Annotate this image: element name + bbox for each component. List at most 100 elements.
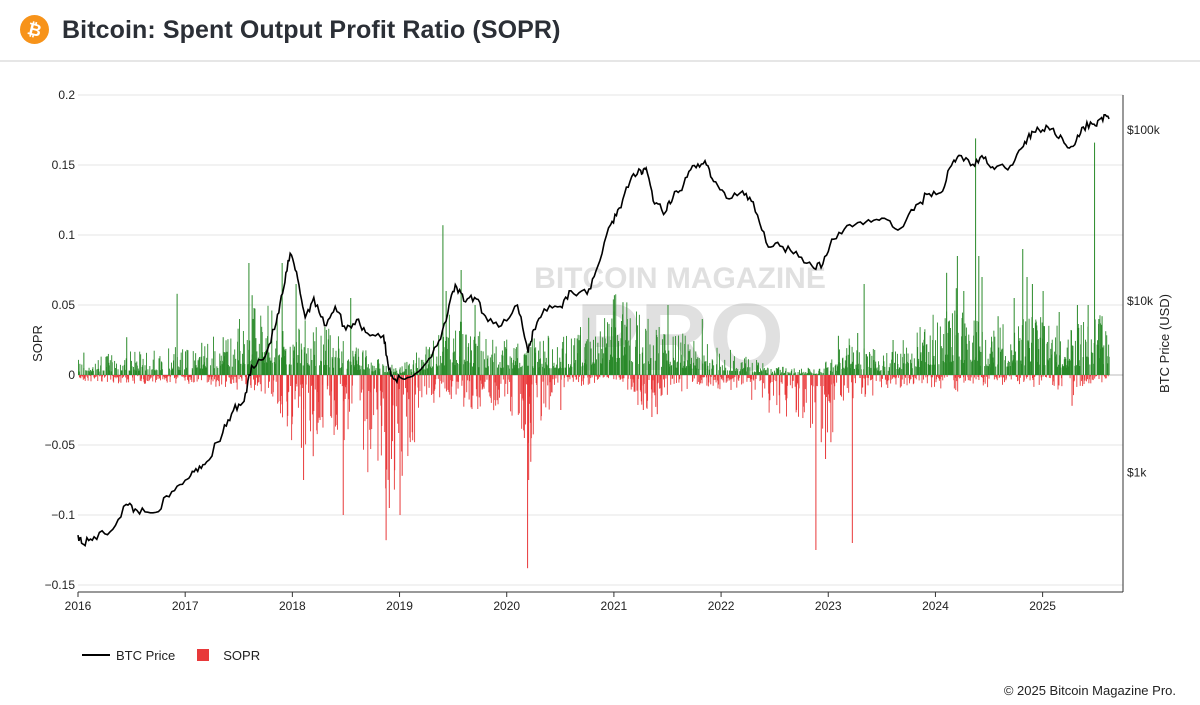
sopr-bar xyxy=(780,375,782,383)
sopr-bar xyxy=(450,375,452,381)
sopr-bar xyxy=(815,373,817,375)
sopr-bar xyxy=(1075,366,1077,375)
sopr-bar xyxy=(677,335,679,375)
sopr-bar xyxy=(942,360,944,375)
sopr-bar xyxy=(599,375,601,378)
sopr-bar xyxy=(783,373,785,375)
sopr-bar xyxy=(358,370,360,375)
sopr-bar xyxy=(672,375,674,379)
sopr-bar xyxy=(733,375,735,382)
sopr-bar xyxy=(1045,375,1046,377)
sopr-bar xyxy=(710,375,712,378)
sopr-bar xyxy=(739,371,741,375)
sopr-bar xyxy=(903,375,905,384)
sopr-bar xyxy=(727,375,729,379)
sopr-bar xyxy=(1038,349,1040,375)
sopr-bar xyxy=(602,337,604,375)
sopr-bar xyxy=(721,375,723,379)
sopr-bar xyxy=(231,375,233,377)
sopr-bar xyxy=(260,315,262,375)
sopr-bar xyxy=(597,342,599,375)
sopr-bar xyxy=(159,375,161,381)
sopr-bar xyxy=(156,370,158,375)
sopr-bar xyxy=(1022,319,1024,375)
sopr-bar xyxy=(809,369,811,375)
sopr-bar xyxy=(1034,322,1036,375)
sopr-bar xyxy=(1101,375,1103,383)
sopr-bar xyxy=(692,362,694,375)
sopr-bar xyxy=(881,375,883,378)
sopr-bar xyxy=(418,357,420,375)
sopr-bar xyxy=(319,375,321,421)
sopr-bar xyxy=(160,370,162,375)
sopr-bar xyxy=(348,375,350,400)
sopr-bar xyxy=(207,375,209,377)
sopr-bar xyxy=(913,375,915,384)
sopr-bar xyxy=(619,357,621,375)
sopr-bar xyxy=(1059,341,1061,375)
sopr-bar xyxy=(936,375,937,380)
sopr-bar xyxy=(568,363,569,375)
legend-item-sopr[interactable]: SOPR xyxy=(197,648,260,663)
sopr-bar xyxy=(115,368,117,375)
sopr-bar xyxy=(866,354,867,375)
sopr-bar xyxy=(298,329,300,375)
sopr-bar xyxy=(731,370,732,375)
sopr-bar xyxy=(427,349,429,375)
sopr-bar xyxy=(887,370,889,375)
sopr-bar xyxy=(405,375,407,417)
sopr-bar xyxy=(1106,335,1108,375)
sopr-bar xyxy=(874,363,876,375)
sopr-bar xyxy=(1024,356,1026,375)
sopr-bar xyxy=(396,370,398,375)
sopr-bar xyxy=(1033,375,1035,377)
sopr-bar xyxy=(312,332,314,375)
sopr-bar xyxy=(173,375,175,379)
sopr-bar xyxy=(741,362,743,375)
sopr-bar xyxy=(509,375,511,382)
sopr-bar xyxy=(950,361,952,375)
sopr-bar xyxy=(584,347,586,375)
sopr-bar xyxy=(333,367,335,375)
sopr-bar xyxy=(1060,367,1062,375)
sopr-bar xyxy=(85,370,87,375)
sopr-bar xyxy=(1057,375,1059,390)
legend-item-price[interactable]: BTC Price xyxy=(82,648,175,663)
sopr-bar xyxy=(443,336,445,375)
sopr-bar xyxy=(587,375,589,378)
sopr-bar xyxy=(534,352,536,375)
sopr-spike xyxy=(626,319,628,375)
sopr-bar xyxy=(155,375,157,383)
sopr-bar xyxy=(222,360,224,375)
sopr-bar xyxy=(723,370,725,375)
sopr-bar xyxy=(490,375,492,403)
sopr-spike xyxy=(399,375,401,515)
sopr-bar xyxy=(583,363,585,375)
sopr-bar xyxy=(196,375,198,382)
sopr-bar xyxy=(337,357,339,375)
sopr-bar xyxy=(761,375,763,398)
sopr-bar xyxy=(899,367,901,375)
sopr-bar xyxy=(1054,356,1056,375)
sopr-bar xyxy=(873,368,875,375)
sopr-bar xyxy=(131,366,133,375)
sopr-bar xyxy=(839,362,841,375)
sopr-bar xyxy=(447,375,449,390)
sopr-bar xyxy=(539,359,540,375)
sopr-bar xyxy=(153,350,155,375)
sopr-bar xyxy=(1052,375,1054,382)
sopr-bar xyxy=(463,375,465,407)
sopr-bar xyxy=(824,375,826,395)
sopr-bar xyxy=(549,375,551,383)
sopr-bar xyxy=(240,375,241,378)
sopr-bar xyxy=(719,366,721,375)
sopr-bar xyxy=(1104,375,1106,377)
sopr-bar xyxy=(877,370,879,375)
sopr-bar xyxy=(978,375,980,381)
sopr-bar xyxy=(872,348,874,375)
sopr-bar xyxy=(718,370,720,375)
sopr-bar xyxy=(852,375,854,399)
sopr-bar xyxy=(946,375,948,377)
sopr-bar xyxy=(512,362,514,375)
sopr-bar xyxy=(452,352,454,375)
